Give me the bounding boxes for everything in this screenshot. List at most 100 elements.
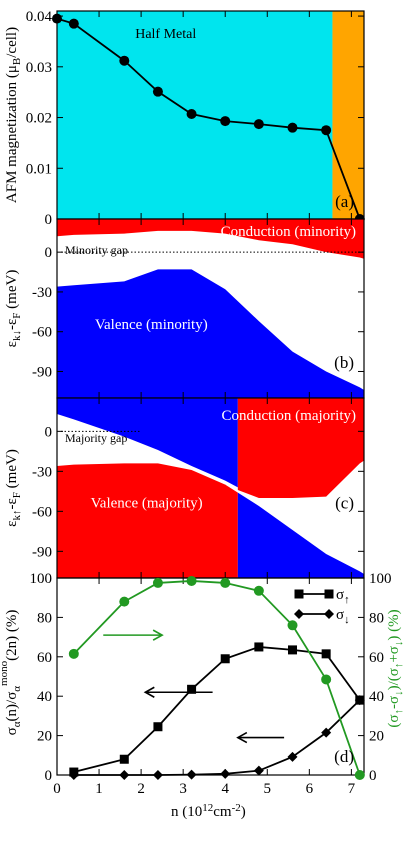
x-axis-label: n (1012cm-2): [171, 802, 246, 820]
legend-sym-1: σ: [336, 607, 344, 623]
series-point-d-0: [153, 722, 163, 732]
y-axis-label-d-p4: mono: [0, 660, 10, 686]
y-tick-label-a: 0: [45, 212, 53, 228]
region-label-half-metal: Half Metal: [135, 27, 196, 42]
legend-marker-0: [294, 589, 304, 599]
magnetization-line: [56, 17, 361, 220]
panel-label-b: (b): [334, 353, 354, 372]
series-point-d-0: [288, 645, 298, 655]
y2-axis-label-d-p6: +σ: [386, 646, 402, 663]
series-point-d-0: [321, 649, 331, 659]
band-area-c-1: [57, 463, 238, 578]
y2-axis-label-d: (σ↑-σ↓)/(σ↑+σ↓) (%): [386, 609, 405, 727]
region-bg-1: [332, 11, 364, 219]
legend-label-0: σ↑: [336, 587, 350, 606]
magnetization-point: [186, 108, 197, 119]
y-tick-label-b: 0: [45, 245, 53, 261]
series-point-d-1: [287, 751, 298, 762]
y-axis-label-b-sub1: k↓: [11, 330, 23, 341]
x-tick-label: 4: [221, 781, 229, 797]
series-point-d-2: [253, 585, 264, 596]
series-point-d-1: [220, 768, 231, 779]
conduction-label-b: Conduction (minority): [221, 224, 356, 240]
series-point-d-1: [321, 727, 332, 738]
x-axis-label-unit: cm: [213, 804, 232, 820]
series-point-d-0: [119, 754, 129, 764]
series-point-d-0: [254, 642, 264, 652]
magnetization-point: [152, 86, 163, 97]
y2-tick-label-d: 40: [369, 689, 384, 705]
panel-c-areas: [57, 398, 364, 578]
y-tick-label-b: -90: [32, 364, 52, 380]
series-point-d-2: [354, 770, 365, 780]
band-area-c-0: [57, 398, 238, 488]
x-axis-label-main: n (10: [171, 804, 202, 820]
x-tick-label: 3: [179, 781, 187, 797]
y2-tick-label-d: 80: [369, 610, 384, 626]
y-tick-label-a: 0.03: [26, 60, 52, 76]
panel-label-d: (d): [334, 747, 354, 766]
series-point-d-0: [187, 684, 197, 694]
y-tick-label-d: 40: [37, 689, 52, 705]
arrow-head-2: [236, 731, 248, 744]
series-point-d-2: [186, 575, 197, 586]
y-tick-label-d: 80: [37, 610, 52, 626]
series-point-d-1: [253, 765, 264, 776]
y-axis-label-b: εk↓-εF (meV): [4, 270, 23, 348]
y-axis-label-b-sub2: F: [11, 313, 23, 319]
magnetization-point: [68, 18, 79, 29]
y-axis-label-c-mid: -ε: [4, 498, 20, 509]
series-point-d-1: [186, 769, 197, 780]
y2-axis-label-d-p8: ) (%): [386, 609, 402, 640]
gap-label-c: Majority gap: [65, 431, 127, 445]
band-area-b-0: [57, 219, 364, 259]
y-axis-label-d-p5: (2n) (%): [4, 610, 20, 661]
panel-label-a: (a): [335, 192, 354, 211]
series-point-d-1: [354, 695, 365, 706]
y-axis-label-c: εk↑-εF (meV): [4, 449, 23, 527]
y2-tick-label-d: 60: [369, 650, 384, 666]
x-tick-label: 7: [348, 781, 356, 797]
series-point-d-1: [152, 770, 163, 780]
series-point-d-2: [68, 648, 79, 659]
y-axis-label-d-p1: α: [11, 721, 23, 727]
y-axis-label-c-sub2: F: [11, 492, 23, 498]
panel-d-frame: [56, 577, 365, 776]
x-tick-label: 1: [95, 781, 103, 797]
x-axis-label-unit-sup: -2: [232, 802, 241, 814]
series-point-d-2: [152, 577, 163, 588]
y2-axis-label-d-p3: ↓: [393, 690, 405, 696]
y-tick-label-c: -90: [32, 544, 52, 560]
conduction-label-c: Conduction (majority): [221, 408, 356, 424]
gap-label-b: Minority gap: [65, 243, 128, 257]
y-axis-label-b-mid: -ε: [4, 319, 20, 330]
y2-axis-label-d-p0: (σ: [386, 715, 402, 728]
y-axis-label-d: σα(n)/σαmono(2n) (%): [0, 610, 23, 736]
series-point-d-2: [119, 596, 130, 607]
y-tick-label-d: 0: [45, 768, 53, 784]
y2-axis-label-d-p4: )/(σ: [386, 668, 402, 690]
y-axis-label-d-p2: (n)/σ: [4, 692, 20, 722]
y2-tick-label-d: 100: [369, 571, 392, 587]
magnetization-point: [321, 125, 332, 136]
magnetization-point: [119, 55, 130, 66]
legend-marker-1: [324, 609, 334, 619]
legend-marker-1: [294, 609, 304, 619]
x-tick-label: 5: [264, 781, 272, 797]
valence-label-b: Valence (minority): [95, 317, 208, 333]
y-tick-label-a: 0.02: [26, 111, 52, 127]
panel-b-areas: [57, 219, 364, 398]
y-axis-label-d-p0: σ: [4, 727, 20, 735]
band-area-b-1: [57, 269, 364, 398]
series-point-d-2: [287, 620, 298, 631]
arrow-head-1: [143, 686, 155, 698]
magnetization-point: [220, 116, 231, 127]
plot-layer: Half Metal 0 0.01 0.02 0.03 0.04 (a) AFM magnet…: [0, 9, 405, 820]
y-axis-label-c-sub1: k↑: [11, 510, 23, 521]
series-point-d-2: [321, 674, 332, 685]
y-tick-label-c: 0: [45, 424, 53, 440]
y-tick-label-c: -60: [32, 504, 52, 520]
y-tick-label-b: -30: [32, 285, 52, 301]
x-tick-label: 0: [53, 781, 61, 797]
